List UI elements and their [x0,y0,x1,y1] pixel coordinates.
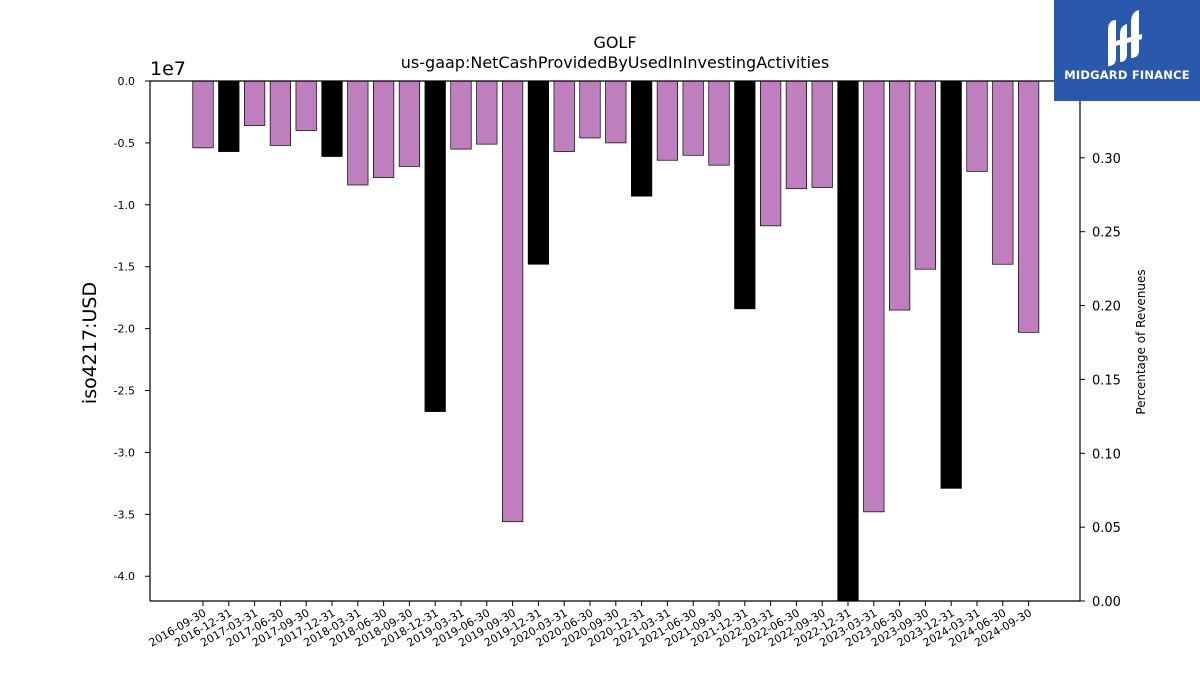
bar-2019-09-30 [502,80,524,523]
y-tick-label: -3.0 [114,446,135,459]
bar-2017-03-31 [244,80,266,126]
midgard-finance-logo: MIDGARD FINANCE [1054,0,1200,101]
y-tick-label: 0.0 [118,75,136,88]
bar-2024-06-30 [992,80,1014,265]
bar-2024-09-30 [1017,80,1040,333]
y-tick-label: -4.0 [114,570,135,583]
bar-2020-09-30 [605,80,627,144]
chart-title: GOLF [593,33,636,52]
axes-group [149,80,1081,602]
y2-tick-label: 0.00 [1092,595,1121,610]
bar-2017-12-31 [321,80,343,157]
y-offset-label: 1e7 [150,58,186,80]
bar-2020-03-31 [553,80,575,152]
bar-2020-06-30 [579,80,601,139]
bar-2021-06-30 [682,80,704,156]
bar-2021-09-30 [708,80,730,166]
bar-2022-12-31 [837,80,859,602]
bar-2018-09-30 [398,80,420,167]
bar-2022-06-30 [785,80,808,190]
bars-group [192,80,1040,602]
bar-2022-09-30 [811,80,833,188]
y2-tick-label: 0.05 [1092,521,1121,536]
bar-2016-09-30 [192,80,214,149]
y2-axis-label: Percentage of Revenues [1134,269,1148,414]
y-axis-label: iso4217:USD [79,282,101,404]
bar-2018-06-30 [373,80,395,178]
bar-2023-03-31 [863,80,885,513]
bar-2021-12-31 [734,80,756,310]
y-tick-label: -1.0 [114,199,135,212]
y2-tick-label: 0.25 [1092,226,1121,241]
y-tick-label: -2.5 [114,385,135,398]
logo-text: MIDGARD FINANCE [1064,68,1190,82]
bar-2018-12-31 [424,80,446,412]
bar-2016-12-31 [218,80,240,152]
bar-2022-03-31 [759,80,782,227]
x-ticks-group: 2016-09-302016-12-312017-03-312017-06-30… [147,601,1034,650]
bar-2023-09-30 [914,80,937,270]
bar-2020-12-31 [630,80,653,197]
bar-2017-06-30 [269,80,291,146]
y2-tick-label: 0.10 [1092,447,1121,462]
bar-2018-03-31 [347,80,369,186]
y-tick-label: -0.5 [114,137,135,150]
y2-ticks-group: 0.30 0.25 0.20 0.15 0.10 0.05 0.00 [1080,152,1121,610]
y-tick-label: -3.5 [114,508,135,521]
y2-tick-label: 0.15 [1092,373,1121,388]
bar-2017-09-30 [295,80,317,131]
bar-2023-06-30 [888,80,911,311]
y-tick-label: -1.5 [114,261,135,274]
chart-subtitle: us-gaap:NetCashProvidedByUsedInInvesting… [401,53,829,72]
y2-tick-label: 0.20 [1092,300,1121,315]
bar-2019-12-31 [527,80,550,265]
bar-2021-03-31 [656,80,679,161]
y2-tick-label: 0.30 [1092,152,1121,167]
bar-2019-03-31 [450,80,472,150]
bar-2024-03-31 [966,80,988,172]
midgard-logo-icon [1108,10,1142,66]
bar-2019-06-30 [476,80,498,145]
y-tick-label: -2.0 [114,323,135,336]
y-ticks-group: 0.0 -0.5 -1.0 -1.5 -2.0 -2.5 -3.0 -3.5 -4.0 [114,75,150,583]
bar-2023-12-31 [940,80,962,489]
